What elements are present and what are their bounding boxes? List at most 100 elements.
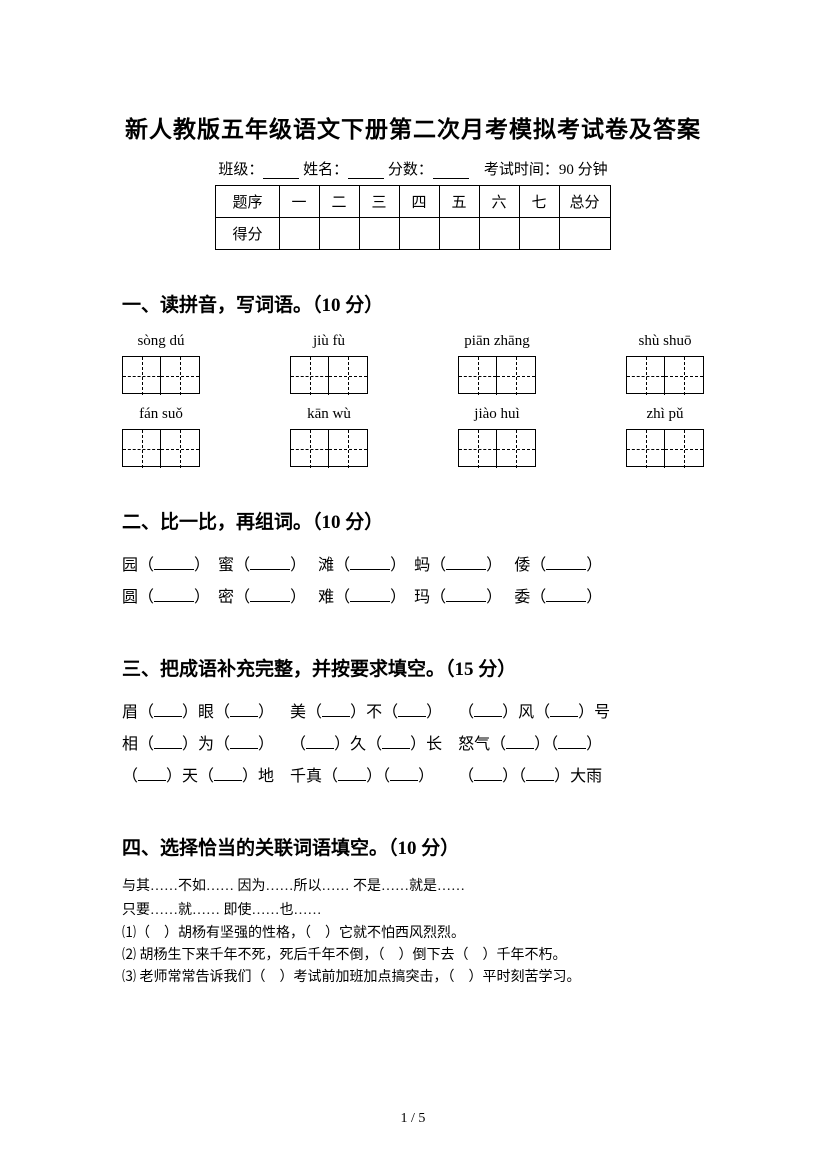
score-cell[interactable] (319, 218, 359, 250)
score-cell[interactable] (559, 218, 610, 250)
char-grid[interactable] (290, 356, 368, 394)
col-2: 二 (319, 186, 359, 218)
blank[interactable] (526, 767, 554, 781)
class-blank[interactable] (263, 164, 299, 179)
q4-item-2: ⑵ 胡杨生下来千年不死，死后千年不倒，（ ）倒下去（ ）千年不朽。 (122, 945, 704, 967)
q4-item-1: ⑴（ ）胡杨有坚强的性格，（ ）它就不怕西风烈烈。 (122, 923, 704, 945)
score-cell[interactable] (279, 218, 319, 250)
blank[interactable] (230, 703, 258, 717)
blank[interactable] (230, 735, 258, 749)
blank[interactable] (446, 588, 486, 602)
char: 滩 (318, 557, 334, 574)
char-grid[interactable] (122, 356, 200, 394)
pinyin-cell: zhì pǔ (626, 406, 704, 467)
blank[interactable] (398, 703, 426, 717)
col-5: 五 (439, 186, 479, 218)
pinyin-label: piān zhāng (464, 333, 529, 350)
pinyin-cell: shù shuō (626, 333, 704, 394)
blank[interactable] (154, 735, 182, 749)
blank[interactable] (474, 767, 502, 781)
section-2: 二、比一比，再组词。（10 分） 园（） 蜜（） 滩（） 蚂（） 倭（） 圆（）… (122, 507, 704, 614)
q2-row-2: 圆（） 密（） 难（） 玛（） 委（） (122, 582, 704, 614)
blank[interactable] (446, 556, 486, 570)
blank[interactable] (506, 735, 534, 749)
connectives-2: 只要……就…… 即使……也…… (122, 900, 704, 922)
section-2-title: 二、比一比，再组词。（10 分） (122, 507, 704, 534)
pinyin-cell: piān zhāng (458, 333, 536, 394)
pinyin-label: kān wù (307, 406, 351, 423)
col-1: 一 (279, 186, 319, 218)
blank[interactable] (382, 735, 410, 749)
q2-row-1: 园（） 蜜（） 滩（） 蚂（） 倭（） (122, 550, 704, 582)
q3-line-3: （）天（）地 千真（）（） （）（）大雨 (122, 761, 704, 793)
score-blank[interactable] (433, 164, 469, 179)
pinyin-cell: jiào huì (458, 406, 536, 467)
q3-line-1: 眉（）眼（） 美（）不（） （）风（）号 (122, 697, 704, 729)
char: 玛 (414, 589, 430, 606)
char: 密 (218, 589, 234, 606)
name-label: 姓名： (303, 162, 348, 178)
col-7: 七 (519, 186, 559, 218)
meta-row: 班级： 姓名： 分数： 考试时间：90 分钟 (122, 158, 704, 179)
blank[interactable] (154, 703, 182, 717)
char: 倭 (514, 557, 530, 574)
score-cell[interactable] (399, 218, 439, 250)
char-grid[interactable] (626, 429, 704, 467)
blank[interactable] (546, 588, 586, 602)
table-row: 得分 (216, 218, 610, 250)
pinyin-label: fán suǒ (139, 406, 183, 423)
char-grid[interactable] (122, 429, 200, 467)
char: 蚂 (414, 557, 430, 574)
table-row: 题序 一 二 三 四 五 六 七 总分 (216, 186, 610, 218)
time-label: 考试时间：90 分钟 (484, 162, 608, 178)
blank[interactable] (306, 735, 334, 749)
blank[interactable] (154, 556, 194, 570)
score-table: 题序 一 二 三 四 五 六 七 总分 得分 (215, 185, 610, 250)
pinyin-row-1: sòng dú jiù fù piān zhāng shù shuō (122, 333, 704, 394)
blank[interactable] (390, 767, 418, 781)
blank[interactable] (550, 703, 578, 717)
score-cell[interactable] (439, 218, 479, 250)
char: 园 (122, 557, 138, 574)
section-3: 三、把成语补充完整，并按要求填空。（15 分） 眉（）眼（） 美（）不（） （）… (122, 654, 704, 793)
blank[interactable] (214, 767, 242, 781)
blank[interactable] (474, 703, 502, 717)
section-4: 四、选择恰当的关联词语填空。（10 分） 与其……不如…… 因为……所以…… 不… (122, 833, 704, 988)
section-1: 一、读拼音，写词语。（10 分） sòng dú jiù fù piān zhā… (122, 290, 704, 467)
blank[interactable] (558, 735, 586, 749)
char: 委 (514, 589, 530, 606)
name-blank[interactable] (348, 164, 384, 179)
blank[interactable] (138, 767, 166, 781)
q4-body: 与其……不如…… 因为……所以…… 不是……就是…… 只要……就…… 即使……也… (122, 876, 704, 988)
blank[interactable] (154, 588, 194, 602)
pinyin-row-2: fán suǒ kān wù jiào huì zhì pǔ (122, 406, 704, 467)
char-grid[interactable] (458, 429, 536, 467)
char: 蜜 (218, 557, 234, 574)
pinyin-label: zhì pǔ (646, 406, 683, 423)
page-title: 新人教版五年级语文下册第二次月考模拟考试卷及答案 (122, 110, 704, 144)
blank[interactable] (350, 588, 390, 602)
score-cell[interactable] (359, 218, 399, 250)
blank[interactable] (250, 588, 290, 602)
pinyin-cell: kān wù (290, 406, 368, 467)
char-grid[interactable] (290, 429, 368, 467)
blank[interactable] (350, 556, 390, 570)
blank[interactable] (322, 703, 350, 717)
col-6: 六 (479, 186, 519, 218)
char: 圆 (122, 589, 138, 606)
col-3: 三 (359, 186, 399, 218)
char: 难 (318, 589, 334, 606)
char-grid[interactable] (626, 356, 704, 394)
pinyin-cell: sòng dú (122, 333, 200, 394)
score-row-label: 得分 (216, 218, 279, 250)
score-cell[interactable] (519, 218, 559, 250)
pinyin-label: jiào huì (474, 406, 519, 423)
pinyin-cell: fán suǒ (122, 406, 200, 467)
pinyin-label: shù shuō (639, 333, 692, 350)
q3-line-2: 相（）为（） （）久（）长 怒气（）（） (122, 729, 704, 761)
blank[interactable] (546, 556, 586, 570)
blank[interactable] (338, 767, 366, 781)
score-cell[interactable] (479, 218, 519, 250)
char-grid[interactable] (458, 356, 536, 394)
blank[interactable] (250, 556, 290, 570)
